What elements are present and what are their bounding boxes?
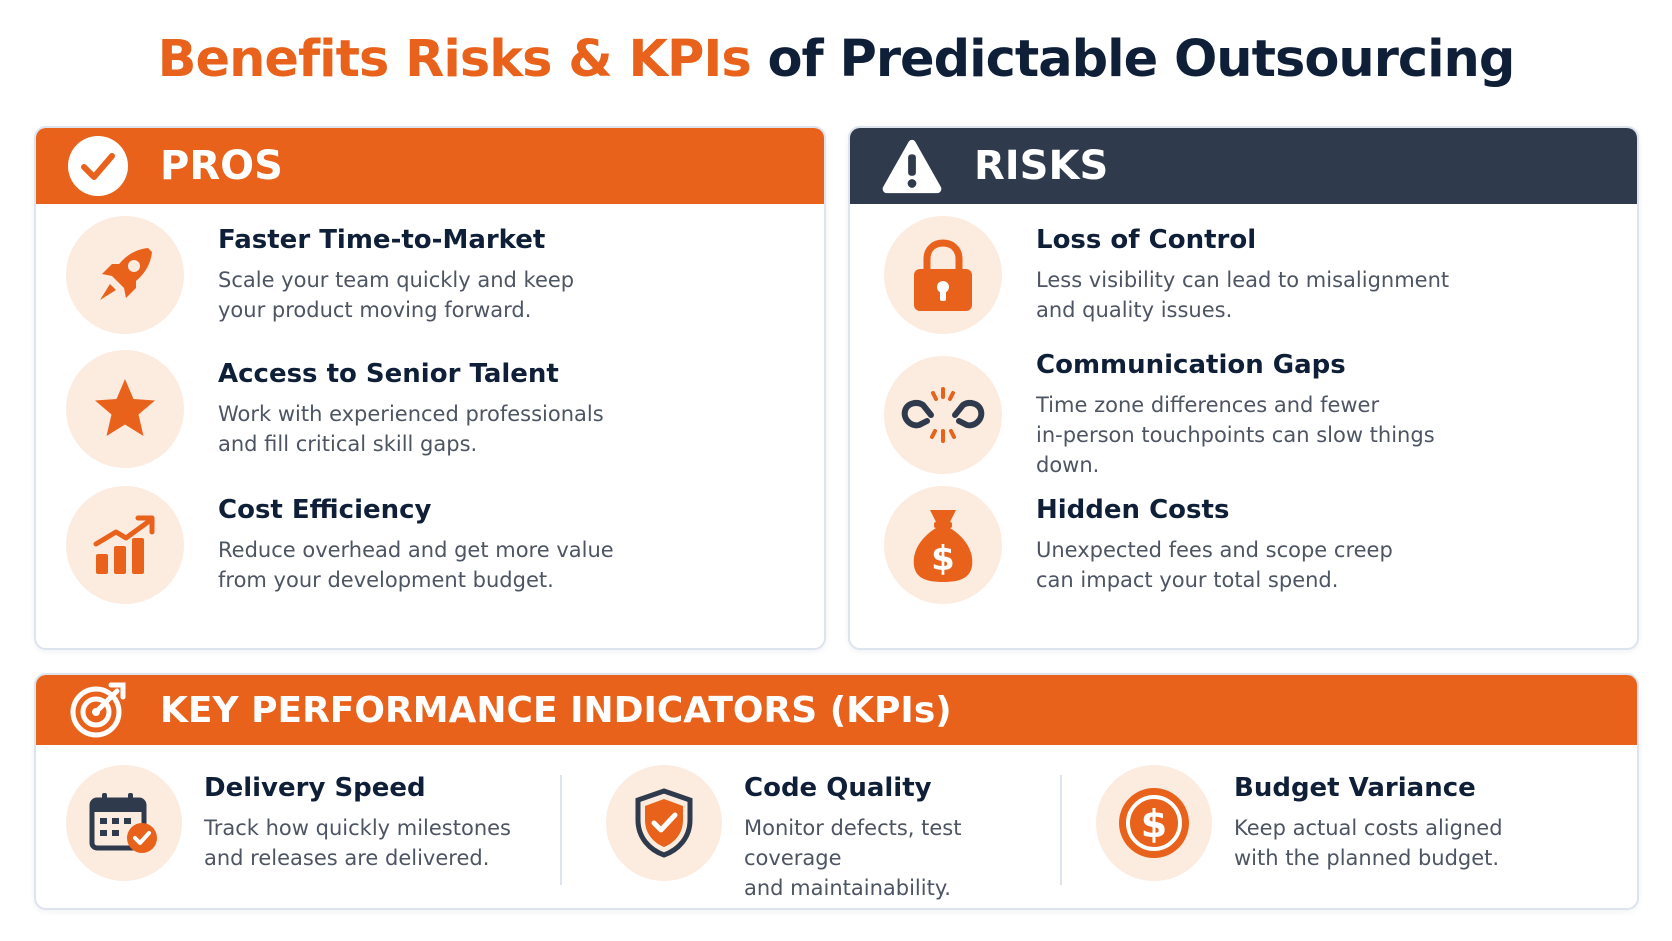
pros-header-label: PROS bbox=[160, 143, 283, 189]
item-title: Delivery Speed bbox=[204, 773, 426, 803]
title-accent: Benefits Risks & KPIs bbox=[157, 30, 752, 89]
page-title: Benefits Risks & KPIs of Predictable Out… bbox=[0, 30, 1672, 89]
item-description: Less visibility can lead to misalignment… bbox=[1036, 265, 1496, 325]
broken-link-icon bbox=[884, 356, 1002, 474]
kpi-divider bbox=[1060, 775, 1062, 885]
warning-triangle-icon bbox=[880, 134, 944, 198]
item-description: Scale your team quickly and keep your pr… bbox=[218, 265, 618, 325]
risks-panel: RISKS Loss of Control Less visibility ca… bbox=[848, 126, 1639, 650]
item-desc-line: and maintainability. bbox=[744, 876, 951, 900]
item-desc-line: Track how quickly milestones bbox=[204, 816, 511, 840]
risks-item-hidden-costs: $ Hidden Costs Unexpected fees and scope… bbox=[884, 486, 1496, 604]
item-desc-line: in-person touchpoints can slow things do… bbox=[1036, 423, 1435, 477]
item-description: Work with experienced professionals and … bbox=[218, 399, 618, 459]
item-description: Track how quickly milestones and release… bbox=[204, 813, 524, 873]
item-description: Keep actual costs aligned with the plann… bbox=[1234, 813, 1554, 873]
item-desc-line: Time zone differences and fewer bbox=[1036, 393, 1380, 417]
dollar-coin-icon: $ bbox=[1096, 765, 1212, 881]
item-desc-line: your product moving forward. bbox=[218, 298, 532, 322]
pros-panel: PROS Faster Time-to-Market Scale your te… bbox=[34, 126, 826, 650]
check-circle-icon bbox=[66, 134, 130, 198]
item-title: Communication Gaps bbox=[1036, 350, 1346, 380]
item-desc-line: and fill critical skill gaps. bbox=[218, 432, 478, 456]
item-desc-line: Scale your team quickly and keep bbox=[218, 268, 575, 292]
item-description: Monitor defects, test coverage and maint… bbox=[744, 813, 1064, 903]
growth-chart-icon bbox=[66, 486, 184, 604]
item-desc-line: and releases are delivered. bbox=[204, 846, 490, 870]
item-desc-line: Unexpected fees and scope creep bbox=[1036, 538, 1393, 562]
item-title: Faster Time-to-Market bbox=[218, 225, 546, 255]
item-title: Hidden Costs bbox=[1036, 495, 1230, 525]
pros-header: PROS bbox=[36, 128, 824, 204]
item-description: Reduce overhead and get more value from … bbox=[218, 535, 618, 595]
risks-item-loss-of-control: Loss of Control Less visibility can lead… bbox=[884, 216, 1496, 334]
item-title: Loss of Control bbox=[1036, 225, 1257, 255]
target-icon bbox=[66, 678, 130, 742]
item-title: Access to Senior Talent bbox=[218, 359, 559, 389]
star-icon bbox=[66, 350, 184, 468]
item-title: Code Quality bbox=[744, 773, 932, 803]
padlock-icon bbox=[884, 216, 1002, 334]
pros-item-senior-talent: Access to Senior Talent Work with experi… bbox=[66, 350, 618, 468]
title-rest: of Predictable Outsourcing bbox=[767, 30, 1516, 89]
kpis-header: KEY PERFORMANCE INDICATORS (KPIs) bbox=[36, 675, 1637, 745]
item-desc-line: can impact your total spend. bbox=[1036, 568, 1339, 592]
item-description: Time zone differences and fewer in-perso… bbox=[1036, 390, 1496, 480]
item-desc-line: Reduce overhead and get more value bbox=[218, 538, 614, 562]
kpi-item-budget-variance: $ Budget Variance Keep actual costs alig… bbox=[1096, 765, 1554, 881]
kpi-item-code-quality: Code Quality Monitor defects, test cover… bbox=[606, 765, 1064, 903]
risks-header-label: RISKS bbox=[974, 143, 1109, 189]
calendar-check-icon bbox=[66, 765, 182, 881]
risks-item-communication-gaps: Communication Gaps Time zone differences… bbox=[884, 350, 1496, 480]
item-desc-line: with the planned budget. bbox=[1234, 846, 1500, 870]
item-description: Unexpected fees and scope creep can impa… bbox=[1036, 535, 1496, 595]
rocket-icon bbox=[66, 216, 184, 334]
kpi-divider bbox=[560, 775, 562, 885]
risks-header: RISKS bbox=[850, 128, 1637, 204]
kpis-panel: KEY PERFORMANCE INDICATORS (KPIs) Delive… bbox=[34, 673, 1639, 910]
item-desc-line: from your development budget. bbox=[218, 568, 554, 592]
pros-item-cost-efficiency: Cost Efficiency Reduce overhead and get … bbox=[66, 486, 618, 604]
item-title: Cost Efficiency bbox=[218, 495, 432, 525]
svg-text:$: $ bbox=[931, 539, 955, 579]
kpi-item-delivery-speed: Delivery Speed Track how quickly milesto… bbox=[66, 765, 524, 881]
kpis-header-label: KEY PERFORMANCE INDICATORS (KPIs) bbox=[160, 689, 952, 731]
item-desc-line: and quality issues. bbox=[1036, 298, 1233, 322]
money-bag-icon: $ bbox=[884, 486, 1002, 604]
pros-item-faster-time-to-market: Faster Time-to-Market Scale your team qu… bbox=[66, 216, 618, 334]
svg-text:$: $ bbox=[1141, 802, 1167, 846]
item-desc-line: Less visibility can lead to misalignment bbox=[1036, 268, 1450, 292]
item-desc-line: Keep actual costs aligned bbox=[1234, 816, 1503, 840]
item-desc-line: Work with experienced professionals bbox=[218, 402, 604, 426]
item-desc-line: Monitor defects, test coverage bbox=[744, 816, 962, 870]
shield-check-icon bbox=[606, 765, 722, 881]
item-title: Budget Variance bbox=[1234, 773, 1476, 803]
